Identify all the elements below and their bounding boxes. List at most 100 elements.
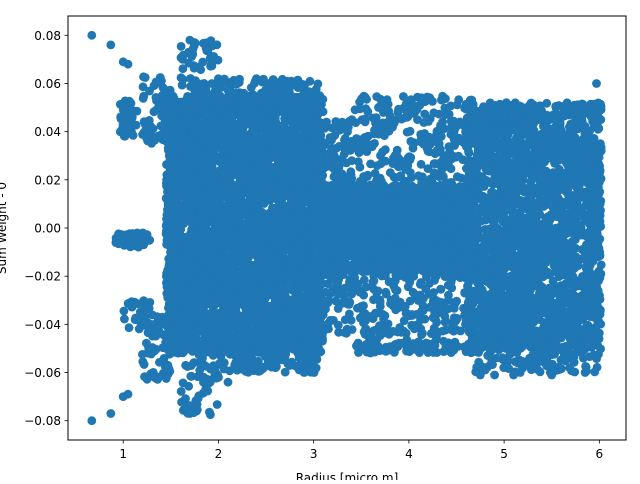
data-point (167, 195, 176, 204)
data-point (220, 193, 229, 202)
data-point (171, 296, 180, 305)
data-point (274, 85, 283, 94)
data-point (194, 394, 203, 403)
data-point (138, 130, 147, 139)
data-point (242, 303, 251, 312)
data-point (288, 127, 297, 136)
data-point (283, 300, 292, 309)
data-point (307, 100, 316, 109)
data-point (221, 229, 230, 238)
data-point (213, 40, 222, 49)
data-point (179, 233, 188, 242)
data-point (271, 337, 280, 346)
data-point (189, 128, 198, 137)
data-point (306, 77, 315, 86)
data-point (281, 149, 290, 158)
data-point (212, 184, 221, 193)
data-point (297, 245, 306, 254)
data-point (270, 183, 279, 192)
data-point (263, 211, 272, 220)
data-point (149, 344, 158, 353)
data-point (220, 365, 229, 374)
data-point (190, 64, 199, 73)
data-point (279, 283, 288, 292)
data-point (303, 338, 312, 347)
data-point (226, 88, 235, 97)
data-point (141, 120, 150, 129)
data-point (222, 218, 231, 227)
data-point (138, 229, 147, 238)
data-point (191, 87, 200, 96)
data-point (155, 358, 164, 367)
data-point (237, 319, 246, 328)
data-point (228, 254, 237, 263)
data-point (235, 327, 244, 336)
data-point (200, 79, 209, 88)
data-point (154, 322, 163, 331)
data-point (187, 247, 196, 256)
data-point (280, 182, 289, 191)
data-point (206, 133, 215, 142)
data-point (172, 341, 181, 350)
data-point (257, 269, 266, 278)
data-point (247, 363, 256, 372)
data-point (247, 238, 256, 247)
data-point (211, 254, 220, 263)
data-point (205, 408, 214, 417)
data-point (125, 237, 134, 246)
data-point (281, 291, 290, 300)
data-point (227, 276, 236, 285)
data-point (200, 317, 209, 326)
data-point (164, 220, 173, 229)
data-point (186, 255, 195, 264)
data-point (184, 382, 193, 391)
data-point (233, 337, 242, 346)
data-point (186, 206, 195, 215)
data-point (279, 216, 288, 225)
data-point (210, 229, 219, 238)
data-point (314, 348, 323, 357)
data-point (237, 191, 246, 200)
data-point (257, 173, 266, 182)
data-point (283, 311, 292, 320)
data-point (181, 394, 190, 403)
data-point (164, 285, 173, 294)
data-point (165, 332, 174, 341)
data-point (112, 238, 121, 247)
data-point (232, 181, 241, 190)
data-point (218, 312, 227, 321)
data-point (174, 214, 183, 223)
data-point (293, 219, 302, 228)
data-point (169, 175, 178, 184)
data-point (206, 62, 215, 71)
data-point (120, 315, 129, 324)
data-point (195, 366, 204, 375)
data-point (275, 270, 284, 279)
data-point (129, 131, 138, 140)
data-point (119, 127, 128, 136)
data-point (230, 243, 239, 252)
data-point (168, 110, 177, 119)
data-point (210, 172, 219, 181)
data-point (256, 185, 265, 194)
data-point (178, 81, 187, 90)
data-point (219, 97, 228, 106)
data-point (283, 77, 292, 86)
data-point (215, 288, 224, 297)
data-point (230, 150, 239, 159)
data-point (309, 357, 318, 366)
data-point (141, 73, 150, 82)
data-point (253, 312, 262, 321)
data-point (143, 301, 152, 310)
data-point (283, 359, 292, 368)
data-point (139, 82, 148, 91)
data-point (269, 152, 278, 161)
data-point (202, 234, 211, 243)
data-point (292, 297, 301, 306)
data-point (191, 189, 200, 198)
data-point (181, 194, 190, 203)
data-point (206, 54, 215, 63)
data-point (296, 360, 305, 369)
data-point (180, 169, 189, 178)
